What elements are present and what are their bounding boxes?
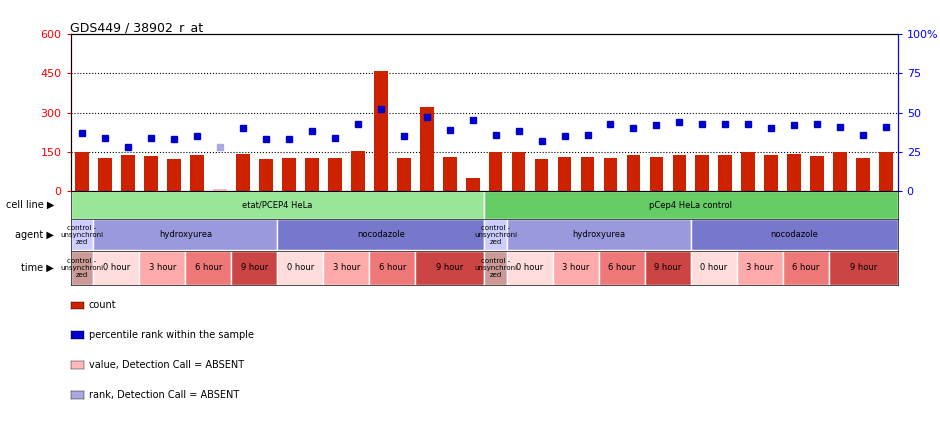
Text: control -
unsynchroni
zed: control - unsynchroni zed xyxy=(474,225,517,245)
Bar xyxy=(484,219,507,250)
Text: 0 hour: 0 hour xyxy=(102,263,130,273)
Bar xyxy=(139,251,185,285)
Text: 0 hour: 0 hour xyxy=(287,263,314,273)
Text: 6 hour: 6 hour xyxy=(195,263,222,273)
Bar xyxy=(443,157,457,191)
Bar xyxy=(282,158,296,191)
Text: rank, Detection Call = ABSENT: rank, Detection Call = ABSENT xyxy=(88,390,239,400)
Text: 9 hour: 9 hour xyxy=(654,263,682,273)
Text: nocodazole: nocodazole xyxy=(771,230,818,239)
Text: value, Detection Call = ABSENT: value, Detection Call = ABSENT xyxy=(88,360,243,370)
Bar xyxy=(788,154,801,191)
Bar xyxy=(185,251,231,285)
Bar xyxy=(70,191,484,219)
Text: GDS449 / 38902_r_at: GDS449 / 38902_r_at xyxy=(70,21,204,34)
Text: 9 hour: 9 hour xyxy=(436,263,463,273)
Bar xyxy=(599,251,645,285)
Text: pCep4 HeLa control: pCep4 HeLa control xyxy=(650,201,732,210)
Bar xyxy=(167,159,180,191)
Bar xyxy=(369,251,415,285)
Bar xyxy=(351,151,365,191)
Bar xyxy=(277,251,323,285)
Bar xyxy=(507,251,553,285)
Text: 0 hour: 0 hour xyxy=(700,263,728,273)
Bar xyxy=(397,158,411,191)
Bar xyxy=(121,155,134,191)
Bar xyxy=(764,155,778,191)
Bar xyxy=(374,71,387,191)
Bar xyxy=(144,156,158,191)
Bar xyxy=(277,219,484,250)
Text: 3 hour: 3 hour xyxy=(746,263,774,273)
Bar xyxy=(650,157,664,191)
Bar xyxy=(507,219,691,250)
Text: 6 hour: 6 hour xyxy=(608,263,635,273)
Bar xyxy=(856,158,870,191)
Bar xyxy=(691,219,898,250)
Bar xyxy=(829,251,898,285)
Text: nocodazole: nocodazole xyxy=(357,230,404,239)
Text: hydroxyurea: hydroxyurea xyxy=(572,230,625,239)
Bar xyxy=(489,153,503,191)
Text: 3 hour: 3 hour xyxy=(562,263,589,273)
Text: count: count xyxy=(88,300,117,310)
Bar xyxy=(258,159,273,191)
Bar xyxy=(645,251,691,285)
Bar xyxy=(742,153,755,191)
Bar xyxy=(718,155,732,191)
Bar xyxy=(553,251,599,285)
Bar xyxy=(323,251,369,285)
Bar xyxy=(93,219,277,250)
Bar xyxy=(305,158,319,191)
Bar xyxy=(672,155,686,191)
Bar xyxy=(484,191,898,219)
Bar xyxy=(328,158,341,191)
Bar xyxy=(231,251,277,285)
Text: 0 hour: 0 hour xyxy=(516,263,543,273)
Text: 9 hour: 9 hour xyxy=(241,263,268,273)
Text: 3 hour: 3 hour xyxy=(333,263,360,273)
Bar xyxy=(581,157,594,191)
Bar xyxy=(190,155,204,191)
Text: 3 hour: 3 hour xyxy=(149,263,176,273)
Text: time ▶: time ▶ xyxy=(22,263,54,273)
Bar xyxy=(783,251,829,285)
Bar xyxy=(696,155,710,191)
Bar xyxy=(93,251,139,285)
Bar xyxy=(535,159,548,191)
Text: 6 hour: 6 hour xyxy=(379,263,406,273)
Bar xyxy=(213,189,227,191)
Text: 6 hour: 6 hour xyxy=(792,263,820,273)
Bar xyxy=(557,157,572,191)
Text: 9 hour: 9 hour xyxy=(850,263,877,273)
Bar xyxy=(70,219,93,250)
Bar xyxy=(236,154,250,191)
Bar xyxy=(484,251,507,285)
Text: control -
unsynchroni
zed: control - unsynchroni zed xyxy=(60,225,103,245)
Text: agent ▶: agent ▶ xyxy=(15,230,54,240)
Text: control -
unsynchroni
zed: control - unsynchroni zed xyxy=(474,258,517,278)
Bar xyxy=(415,251,484,285)
Bar xyxy=(511,153,525,191)
Bar xyxy=(465,178,479,191)
Bar xyxy=(737,251,783,285)
Bar xyxy=(603,158,618,191)
Bar xyxy=(75,153,89,191)
Text: percentile rank within the sample: percentile rank within the sample xyxy=(88,330,254,340)
Text: control -
unsynchroni
zed: control - unsynchroni zed xyxy=(60,258,103,278)
Text: etat/PCEP4 HeLa: etat/PCEP4 HeLa xyxy=(243,201,312,210)
Bar xyxy=(810,156,824,191)
Bar xyxy=(627,155,640,191)
Bar xyxy=(879,153,893,191)
Bar xyxy=(70,251,93,285)
Bar xyxy=(834,153,847,191)
Bar xyxy=(691,251,737,285)
Text: hydroxyurea: hydroxyurea xyxy=(159,230,212,239)
Bar xyxy=(420,107,433,191)
Text: cell line ▶: cell line ▶ xyxy=(6,200,54,210)
Bar xyxy=(98,158,112,191)
